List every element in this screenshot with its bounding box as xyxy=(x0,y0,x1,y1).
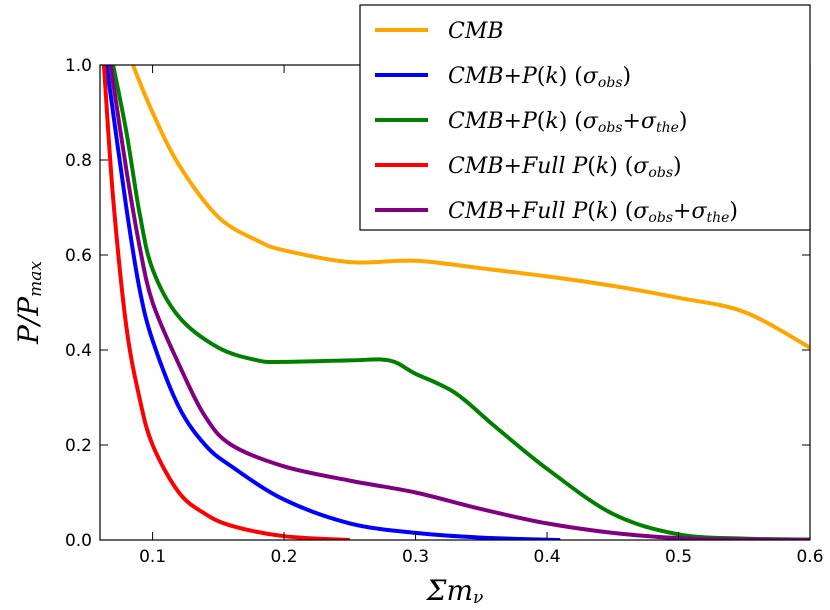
chart-series-group xyxy=(101,65,810,540)
y-tick-label: 0.2 xyxy=(65,436,92,456)
x-tick-label: 0.1 xyxy=(139,547,166,567)
y-tick-label: 0.4 xyxy=(65,341,92,361)
legend-label-3: CMB+Full P(k) (σobs) xyxy=(448,154,682,181)
legend-label-4: CMB+Full P(k) (σobs+σthe) xyxy=(448,199,738,226)
x-tick-label: 0.2 xyxy=(271,547,298,567)
series-line-4 xyxy=(108,65,810,540)
x-tick-label: 0.5 xyxy=(665,547,692,567)
series-line-0 xyxy=(131,65,810,350)
legend-box xyxy=(359,4,811,231)
legend-label-0: CMB xyxy=(448,19,504,44)
series-line-3 xyxy=(101,65,350,540)
x-axis-label: Σmν xyxy=(426,574,484,608)
x-tick-label: 0.3 xyxy=(402,547,429,567)
x-tick-label: 0.6 xyxy=(796,547,823,567)
legend-label-2: CMB+P(k) (σobs+σthe) xyxy=(448,109,688,136)
y-axis-label: P/Pmax xyxy=(12,261,46,345)
series-line-1 xyxy=(104,65,561,540)
y-tick-label: 1.0 xyxy=(65,56,92,76)
y-axis-ticks: 0.0 0.2 0.4 0.6 0.8 1.0 xyxy=(65,56,810,551)
series-line-2 xyxy=(111,65,810,540)
x-tick-label: 0.4 xyxy=(534,547,561,567)
y-tick-label: 0.0 xyxy=(65,531,92,551)
y-tick-label: 0.6 xyxy=(65,246,92,266)
y-tick-label: 0.8 xyxy=(65,151,92,171)
